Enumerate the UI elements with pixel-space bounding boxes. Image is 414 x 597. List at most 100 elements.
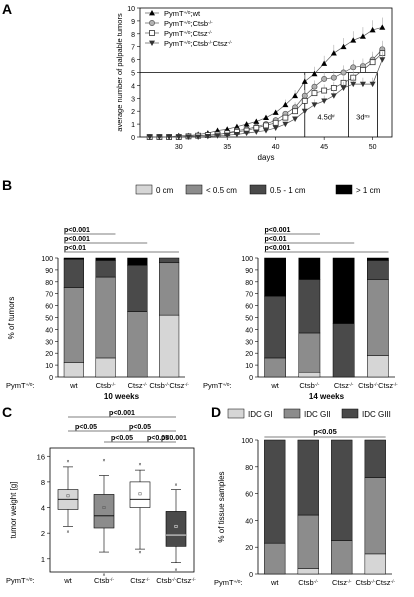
data-point-a [195,134,202,140]
significance-label-b: p<0.01 [265,236,287,243]
mean-marker-c [102,506,106,509]
y-tick-label-b: 80 [245,280,253,287]
data-point-a [301,78,308,84]
outlier-c: × [175,567,178,573]
stacked-bar-segment-b [63,258,84,289]
data-point-a [253,129,260,135]
category-label-c: wt [63,576,72,585]
data-point-a [204,133,211,140]
legend-marker-a [149,20,155,26]
category-label-d: wt [270,578,279,587]
box-c [93,494,115,529]
data-point-a [301,97,308,104]
y-tick-label-a: 9 [131,19,135,26]
outlier-c: × [139,550,142,556]
data-point-a [233,132,240,138]
stacked-bar-segment-d [331,540,353,575]
x-tick-label-a: 35 [223,144,231,151]
significance-label-c: p<0.05 [111,435,133,442]
legend-marker-a [149,10,155,16]
data-point-a [282,114,289,121]
legend-swatch-d [341,408,359,419]
annotation-a: 3dns [356,113,370,122]
significance-label-d: p<0.05 [313,427,337,436]
stacked-bar-segment-b [95,357,116,378]
data-point-a [272,109,279,115]
y-tick-label-a: 7 [131,45,135,52]
stacked-bar-segment-b [298,371,321,378]
data-point-a [292,92,299,99]
category-label-b: wt [69,381,78,390]
category-label-c: Ctsb-/-Ctsz-/- [156,576,196,585]
category-label-b: Ctsb-/- [96,381,116,390]
mean-marker-c [138,492,142,496]
y-axis-label-a: average number of palpable tumors [115,13,124,132]
data-point-a [156,134,163,140]
data-point-a [321,60,328,66]
stacked-bar-segment-b [95,276,116,359]
data-point-a [359,33,366,39]
legend-entry-a: PymT+/0;wt [164,9,201,18]
category-label-b: wt [270,381,279,390]
y-tick-label-b: 50 [245,316,253,323]
data-point-a [350,37,357,43]
y-tick-label-b: 90 [245,268,253,275]
significance-label-b: p<0.001 [64,236,90,243]
y-tick-label-b: 40 [245,327,253,334]
legend-label-b: < 0.5 cm [206,186,237,195]
data-point-a [185,134,192,140]
stacked-bar-segment-b [298,257,321,280]
y-tick-label-c: 2 [41,529,45,538]
significance-label-c: p<0.001 [161,435,187,442]
y-tick-label-b: 60 [245,304,253,311]
significance-label-b: p<0.001 [265,245,291,252]
y-tick-label-b: 100 [241,256,253,263]
legend-label-d: IDC GIII [362,410,391,419]
category-label-b: Ctsb-/- [299,381,319,390]
stacked-bar-segment-b [298,279,321,334]
stacked-bar-segment-b [95,260,116,278]
y-tick-label-d: 80 [245,465,253,472]
data-point-a [321,98,328,104]
data-point-a [330,85,337,91]
significance-label-b: p<0.001 [64,227,90,234]
y-tick-label-b: 50 [45,316,53,323]
stacked-bar-segment-b [264,357,286,378]
data-point-a [224,132,231,139]
data-point-a [166,134,173,140]
y-axis-label-b: % of tumors [7,297,16,340]
stacked-bar-segment-b [332,323,355,378]
legend-swatch-d [283,408,301,419]
category-label-b: Ctsz-/- [334,381,354,390]
data-point-a [340,85,347,91]
y-tick-label-b: 40 [45,327,53,334]
panel-label-c: C [2,404,12,420]
data-point-a [146,134,153,140]
plot-frame-c [49,447,195,573]
x-tick-label-a: 50 [369,144,377,151]
stacked-bar-segment-d [331,439,353,541]
outlier-c: × [67,459,70,465]
data-point-a [350,81,357,88]
stacked-bar-segment-d [297,568,319,575]
stacked-bar-segment-b [63,257,84,260]
data-point-a [311,90,318,97]
mean-marker-c [66,494,70,498]
y-tick-label-c: 4 [41,504,45,513]
outlier-c: × [67,529,70,535]
stacked-bar-segment-b [298,332,321,373]
legend-label-b: > 1 cm [356,186,381,195]
legend-label-b: 0 cm [156,186,174,195]
significance-label-b: p<0.001 [265,227,291,234]
data-point-a [340,43,347,50]
legend-label-d: IDC GI [248,410,272,419]
data-point-a [253,118,260,124]
y-tick-label-d: 0 [249,572,253,579]
outlier-c: × [103,458,106,464]
data-point-a [350,64,357,71]
category-label-d: Ctsb-/- [298,578,318,587]
y-tick-label-b: 90 [45,268,53,275]
group-prefix-d: PymT+/0: [214,578,243,587]
data-point-a [379,57,386,63]
